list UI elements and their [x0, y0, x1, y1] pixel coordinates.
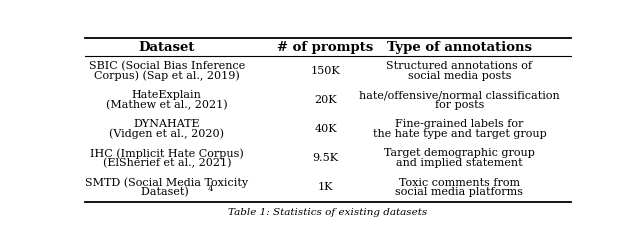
Text: social media posts: social media posts [408, 71, 511, 81]
Text: IHC (Implicit Hate Corpus): IHC (Implicit Hate Corpus) [90, 148, 244, 159]
Text: 1K: 1K [318, 183, 333, 192]
Text: social media platforms: social media platforms [396, 187, 524, 197]
Text: Dataset: Dataset [139, 40, 195, 54]
Text: Toxic comments from: Toxic comments from [399, 178, 520, 187]
Text: SMTD (Social Media Toxicity: SMTD (Social Media Toxicity [85, 177, 248, 188]
Text: 4: 4 [208, 184, 213, 193]
Text: 9.5K: 9.5K [312, 153, 339, 163]
Text: DYNAHATE: DYNAHATE [134, 119, 200, 129]
Text: Fine-grained labels for: Fine-grained labels for [396, 119, 524, 129]
Text: (ElSherief et al., 2021): (ElSherief et al., 2021) [102, 158, 231, 168]
Text: (Mathew et al., 2021): (Mathew et al., 2021) [106, 100, 228, 110]
Text: the hate type and target group: the hate type and target group [372, 129, 547, 139]
Text: hate/offensive/normal classification: hate/offensive/normal classification [359, 90, 560, 100]
Text: Structured annotations of: Structured annotations of [387, 61, 532, 71]
Text: Target demographic group: Target demographic group [384, 148, 535, 158]
Text: Dataset): Dataset) [141, 187, 193, 197]
Text: 20K: 20K [314, 95, 337, 105]
Text: # of prompts: # of prompts [277, 40, 374, 54]
Text: Corpus) (Sap et al., 2019): Corpus) (Sap et al., 2019) [94, 70, 239, 81]
Text: Type of annotations: Type of annotations [387, 40, 532, 54]
Text: SBIC (Social Bias Inference: SBIC (Social Bias Inference [89, 61, 245, 71]
Text: (Vidgen et al., 2020): (Vidgen et al., 2020) [109, 129, 224, 139]
Text: and implied statement: and implied statement [396, 158, 523, 168]
Text: HateExplain: HateExplain [132, 90, 202, 100]
Text: Table 1: Statistics of existing datasets: Table 1: Statistics of existing datasets [228, 208, 428, 217]
Text: 40K: 40K [314, 124, 337, 134]
Text: 150K: 150K [310, 66, 340, 76]
Text: for posts: for posts [435, 100, 484, 110]
